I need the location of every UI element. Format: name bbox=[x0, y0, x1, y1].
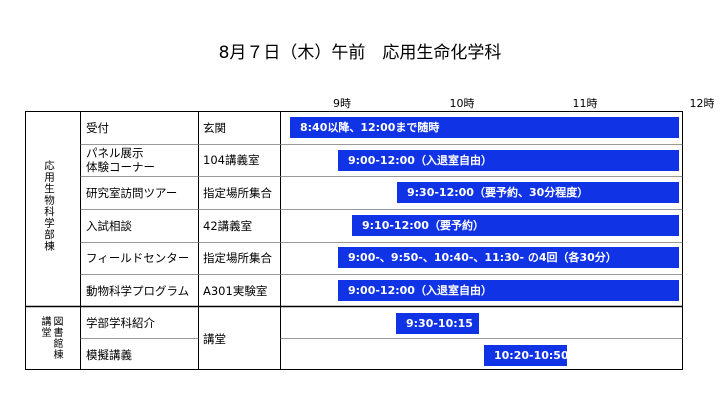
time-bar-animal-science: 9:00-12:00（入退室自由） bbox=[338, 280, 679, 301]
time-bar-lab-tour: 9:30-12:00（要予約、30分程度） bbox=[397, 182, 679, 203]
hour-label-10: 10時 bbox=[449, 97, 475, 110]
event-field-center: フィールドセンター bbox=[86, 251, 190, 265]
event-admission-consult: 入試相談 bbox=[86, 219, 132, 233]
group-label-library-auditorium: 図書館棟 講堂 bbox=[39, 316, 62, 360]
time-bar-reception: 8:40以降、12:00まで随時 bbox=[290, 117, 679, 138]
hour-label-12: 12時 bbox=[689, 97, 715, 110]
place-lab-a301: A301実験室 bbox=[203, 284, 268, 298]
place-room-42: 42講義室 bbox=[203, 219, 253, 233]
hour-label-11: 11時 bbox=[572, 97, 598, 110]
place-meeting-point: 指定場所集合 bbox=[203, 186, 272, 200]
page-title: 8月７日（木）午前 応用生命化学科 bbox=[218, 43, 502, 63]
time-bar-faculty-intro: 9:30-10:15 bbox=[396, 313, 479, 334]
time-bar-panel-exhibit: 9:00-12:00（入退室自由） bbox=[338, 150, 679, 171]
group-label-life-science-building: 応用生物科学部棟 bbox=[43, 160, 55, 252]
time-bar-mock-lecture: 10:20-10:50 bbox=[484, 345, 567, 366]
place-auditorium: 講堂 bbox=[203, 332, 226, 346]
time-bar-field-center: 9:00-、9:50-、10:40-、11:30- の4回（各30分） bbox=[338, 247, 679, 268]
event-mock-lecture: 模擬講義 bbox=[86, 348, 132, 362]
hour-label-9: 9時 bbox=[333, 97, 351, 110]
event-animal-science: 動物科学プログラム bbox=[86, 284, 190, 298]
time-bar-admission-consult: 9:10-12:00（要予約） bbox=[352, 215, 679, 236]
event-panel-exhibit: パネル展示 体験コーナー bbox=[86, 146, 155, 174]
event-lab-tour: 研究室訪問ツアー bbox=[86, 186, 178, 200]
place-meeting-point-2: 指定場所集合 bbox=[203, 251, 272, 265]
place-room-104: 104講義室 bbox=[203, 153, 260, 167]
place-entrance: 玄関 bbox=[203, 121, 226, 135]
event-reception: 受付 bbox=[86, 121, 109, 135]
event-faculty-intro: 学部学科紹介 bbox=[86, 316, 155, 330]
